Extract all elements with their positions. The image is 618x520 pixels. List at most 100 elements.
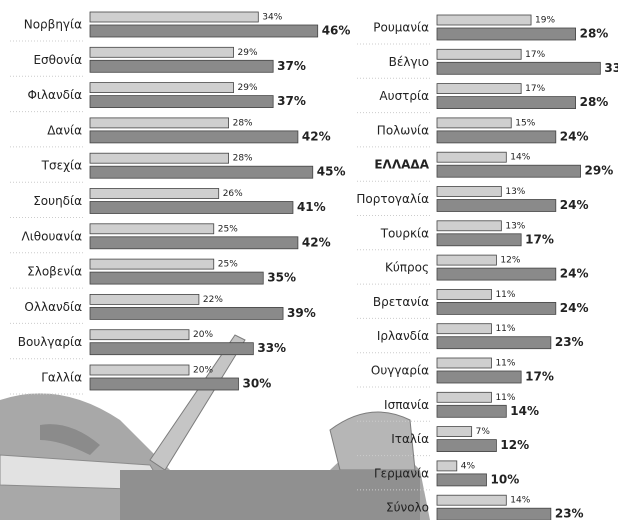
- value-label: 14%: [510, 404, 539, 418]
- bar: [89, 258, 215, 270]
- photo: [0, 334, 430, 520]
- value-label: 11%: [495, 359, 515, 369]
- bar: [436, 507, 552, 520]
- bar: [436, 336, 552, 350]
- bar: [89, 342, 254, 356]
- value-label: 24%: [560, 267, 589, 281]
- category-label: Βρετανία: [373, 295, 429, 309]
- bar: [89, 271, 264, 285]
- category-label: Βουλγαρία: [18, 335, 82, 349]
- bar: [89, 223, 215, 235]
- value-label: 33%: [257, 341, 286, 355]
- value-label: 20%: [193, 366, 213, 376]
- bar: [89, 364, 190, 376]
- value-label: 11%: [495, 393, 515, 403]
- bar: [89, 236, 299, 250]
- value-label: 24%: [560, 129, 589, 143]
- bar: [436, 233, 522, 247]
- category-label: Σλοβενία: [27, 265, 82, 279]
- category-label: Ισπανία: [384, 398, 429, 412]
- value-label: 25%: [218, 224, 238, 234]
- value-label: 14%: [510, 496, 530, 506]
- value-label: 23%: [555, 335, 584, 349]
- value-label: 46%: [322, 24, 351, 38]
- value-label: 24%: [560, 301, 589, 315]
- bar: [89, 82, 234, 93]
- value-label: 10%: [491, 472, 520, 486]
- value-label: 45%: [317, 165, 346, 179]
- category-label: Τσεχία: [41, 159, 82, 173]
- bar: [436, 48, 522, 60]
- bar: [436, 301, 557, 315]
- category-label: Τουρκία: [380, 226, 429, 240]
- value-label: 42%: [302, 235, 331, 249]
- bar: [436, 323, 492, 335]
- bar: [436, 83, 522, 94]
- value-label: 17%: [525, 370, 554, 384]
- bar: [89, 293, 200, 305]
- category-label: Νορβηγία: [24, 18, 82, 32]
- category-label: Σύνολο: [386, 501, 429, 515]
- bar: [89, 188, 220, 199]
- value-label: 26%: [223, 189, 243, 199]
- value-label: 17%: [525, 50, 545, 60]
- category-label: Σουηδία: [33, 194, 82, 208]
- bar: [436, 199, 557, 212]
- bar: [89, 117, 230, 129]
- bar: [436, 357, 492, 369]
- value-label: 37%: [277, 59, 306, 73]
- bar: [89, 130, 299, 144]
- bar: [436, 473, 487, 487]
- value-label: 11%: [495, 290, 515, 300]
- category-label: Γαλλία: [41, 371, 82, 385]
- bar: [436, 117, 512, 129]
- bar: [436, 254, 497, 266]
- bar: [436, 220, 502, 232]
- bar: [89, 329, 190, 341]
- bar: [89, 95, 274, 108]
- category-label: Δανία: [47, 123, 82, 137]
- bar: [436, 96, 577, 109]
- bar: [89, 46, 234, 58]
- bar: [436, 426, 473, 438]
- bar: [436, 27, 577, 41]
- value-label: 7%: [476, 427, 491, 437]
- bar: [436, 439, 497, 453]
- value-label: 24%: [560, 198, 589, 212]
- category-label: Ολλανδία: [24, 300, 82, 314]
- bar: [89, 165, 314, 179]
- value-label: 39%: [287, 306, 316, 320]
- value-label: 14%: [510, 153, 530, 163]
- value-label: 34%: [262, 13, 282, 23]
- value-label: 25%: [218, 260, 238, 270]
- value-label: 19%: [535, 16, 555, 26]
- value-label: 29%: [238, 48, 258, 58]
- category-label: Ιταλία: [391, 432, 429, 446]
- category-label: ΕΛΛΑΔΑ: [374, 158, 429, 172]
- value-label: 11%: [495, 324, 515, 334]
- value-label: 13%: [505, 187, 525, 197]
- category-label: Φιλανδία: [27, 88, 82, 102]
- category-label: Ιρλανδία: [377, 329, 429, 343]
- value-label: 13%: [505, 221, 525, 231]
- value-label: 42%: [302, 129, 331, 143]
- value-label: 29%: [238, 83, 258, 93]
- bar: [89, 59, 274, 73]
- bar: [89, 152, 230, 164]
- bar: [436, 494, 507, 506]
- bar: [436, 460, 458, 472]
- category-label: Βέλγιο: [389, 55, 429, 69]
- value-label: 28%: [233, 118, 253, 128]
- value-label: 33%: [604, 61, 618, 75]
- value-label: 37%: [277, 94, 306, 108]
- value-label: 28%: [580, 27, 609, 41]
- value-label: 17%: [525, 232, 554, 246]
- category-label: Πολωνία: [377, 123, 429, 137]
- category-label: Κύπρος: [385, 261, 429, 275]
- category-label: Ρουμανία: [373, 21, 429, 35]
- bar: [89, 201, 294, 214]
- value-label: 30%: [243, 377, 272, 391]
- category-label: Λιθουανία: [22, 229, 83, 243]
- bar: [436, 288, 492, 300]
- category-label: Γερμανία: [374, 466, 429, 480]
